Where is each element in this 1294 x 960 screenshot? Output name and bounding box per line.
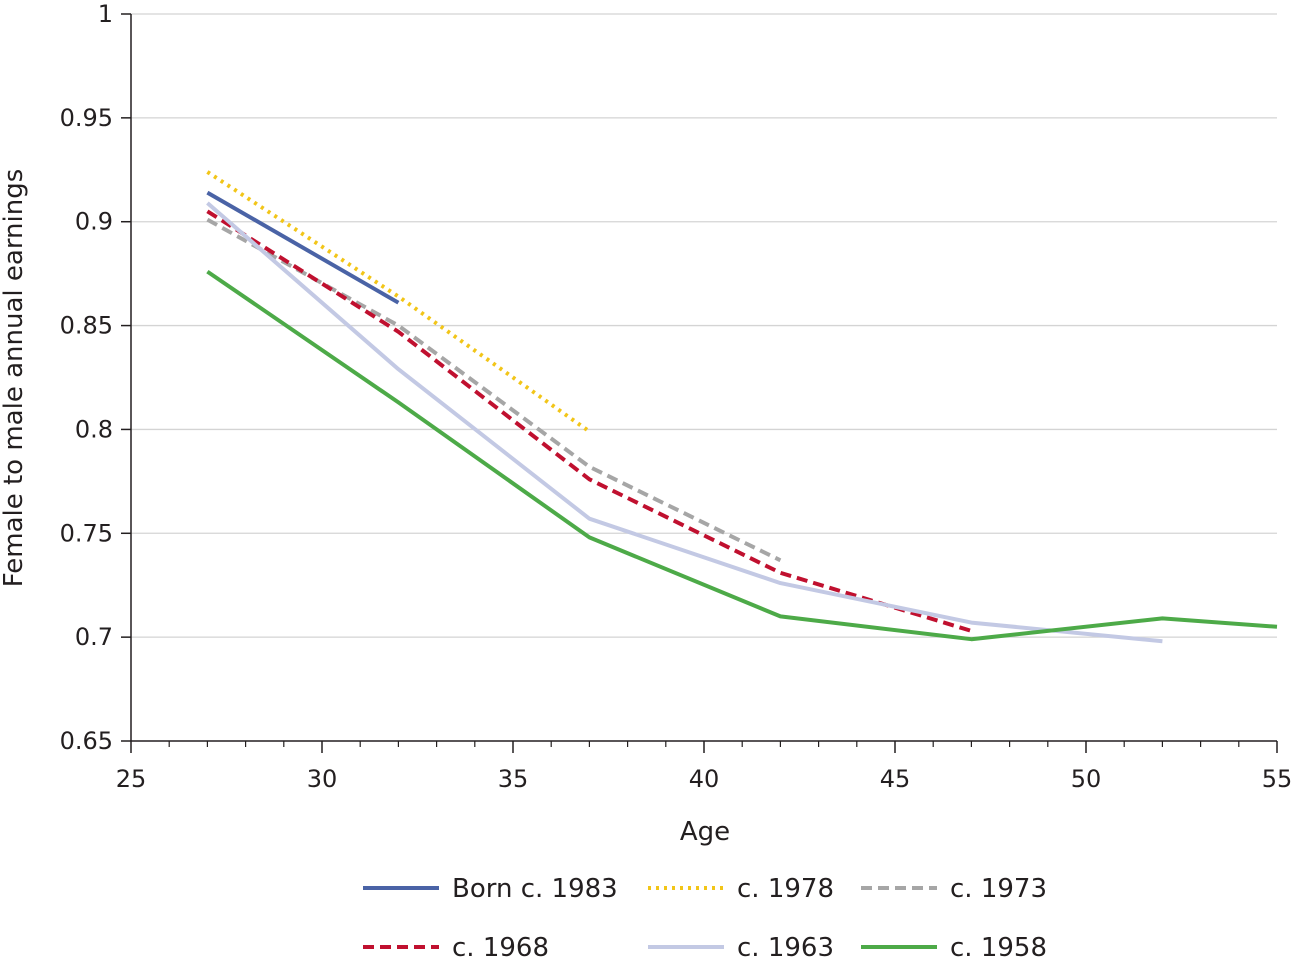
y-axis-title: Female to male annual earnings	[0, 169, 29, 588]
gridlines	[131, 13, 1277, 638]
series-line-4	[206, 201, 1163, 644]
legend-item: c. 1978	[648, 874, 834, 904]
x-tick-label: 55	[1262, 765, 1293, 793]
x-tick-label: 30	[307, 765, 338, 793]
legend-item: c. 1958	[861, 933, 1047, 960]
series-line-2	[206, 217, 782, 563]
y-tick-label: 1	[98, 0, 113, 28]
y-tick-label: 0.85	[60, 312, 113, 340]
tick-labels: 0.65 0.7 0.75 0.8 0.85 0.9 0.95 1 25 30 35 40 45 50 55	[60, 0, 1293, 793]
x-tick-label: 45	[880, 765, 911, 793]
legend-item: c. 1968	[363, 933, 549, 960]
x-tick-label: 40	[689, 765, 720, 793]
legend-label: Born c. 1983	[452, 874, 618, 904]
x-axis-title: Age	[680, 817, 730, 847]
legend-label: c. 1968	[452, 933, 549, 960]
legend-label: c. 1963	[737, 933, 834, 960]
legend: Born c. 1983 c. 1978 c. 1973 c. 1968 c. 1963…	[363, 874, 1047, 960]
y-tick-label: 0.75	[60, 519, 113, 547]
x-tick-label: 50	[1071, 765, 1102, 793]
x-tick-label: 25	[116, 765, 147, 793]
y-tick-label: 0.65	[60, 727, 113, 755]
legend-item: Born c. 1983	[363, 874, 618, 904]
series-lines	[206, 170, 1278, 644]
legend-item: c. 1963	[648, 933, 834, 960]
legend-label: c. 1958	[950, 933, 1047, 960]
y-tick-label: 0.95	[60, 104, 113, 132]
series-line-5	[206, 269, 1278, 642]
x-tick-label: 35	[498, 765, 529, 793]
series-line-3	[206, 209, 972, 633]
y-tick-label: 0.8	[75, 415, 113, 443]
axes	[121, 13, 1278, 753]
series-line-0	[206, 190, 400, 305]
legend-label: c. 1973	[950, 874, 1047, 904]
legend-item: c. 1973	[861, 874, 1047, 904]
y-tick-label: 0.7	[75, 623, 113, 651]
y-tick-label: 0.9	[75, 208, 113, 236]
legend-label: c. 1978	[737, 874, 834, 904]
